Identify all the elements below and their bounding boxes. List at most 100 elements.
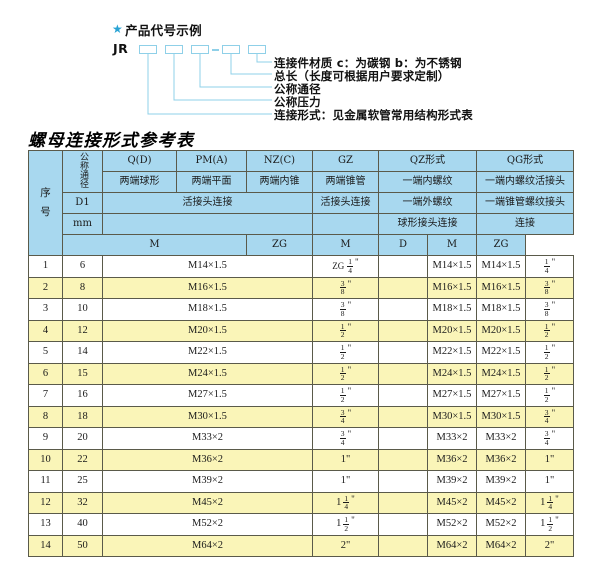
cell-qg-zg: 1 4 " — [525, 255, 574, 278]
cell-qg-m: M16×1.5 — [476, 276, 526, 299]
cell-nominal-diameter: 50 — [62, 534, 103, 557]
cell-qg-m: M20×1.5 — [476, 319, 526, 342]
header-group-code-5: QG形式 — [476, 150, 574, 172]
cell-nominal-diameter: 16 — [62, 384, 103, 407]
cell-gz: 1" — [312, 448, 379, 471]
header-unit-qz-d: D — [378, 234, 428, 256]
cell-nominal-diameter: 14 — [62, 341, 103, 364]
header-seq: 序 号 — [28, 150, 63, 256]
cell-qg-m: M18×1.5 — [476, 298, 526, 321]
cell-gz: 3 4 " — [312, 405, 379, 428]
code-box-1 — [139, 45, 157, 54]
cell-qg-zg: 1" — [525, 470, 574, 493]
page-title: 螺母连接形式参考表 — [28, 131, 195, 151]
code-box-5 — [248, 45, 266, 54]
cell-qg-zg: 1 1 2 " — [525, 513, 574, 536]
cell-qg-zg: 2" — [525, 534, 574, 557]
header-group-desc-2: 两端内锥 — [246, 171, 313, 193]
cell-qz-d: M16×1.5 — [427, 276, 477, 299]
cell-seq: 4 — [28, 319, 63, 342]
annotation-material: 连接件材质 c：为碳钢 b：为不锈钢 — [274, 56, 462, 70]
header-dn-d1: D1 — [62, 192, 103, 214]
cell-seq: 8 — [28, 405, 63, 428]
code-dash-separator — [212, 49, 219, 51]
header-row-descriptions: 两端球形 两端平面 两端内锥 两端锥管 一端内螺纹 一端内螺纹活接头 — [29, 171, 574, 193]
cell-nominal-diameter: 12 — [62, 319, 103, 342]
cell-seq: 10 — [28, 448, 63, 471]
cell-thread-m: M33×2 — [102, 427, 313, 450]
header-ball-3: 连接 — [476, 213, 574, 235]
cell-thread-m: M30×1.5 — [102, 405, 313, 428]
cell-gz: 1 2 " — [312, 384, 379, 407]
header-joint-0: 活接头连接 — [102, 192, 313, 214]
cell-qz-d: M52×2 — [427, 513, 477, 536]
table-row: 6 15 M24×1.5 1 2 " M24×1.5 M24×1.5 1 2 " — [28, 362, 574, 385]
header-joint-1: 活接头连接 — [312, 192, 379, 214]
cell-qz-d: M18×1.5 — [427, 298, 477, 321]
header-group-code-1: PM(A) — [176, 150, 247, 172]
cell-qz-m — [378, 534, 428, 557]
table-header: 序 号 公称通径 Q(D) PM(A) NZ(C) GZ QZ形式 QG形式 两… — [28, 150, 574, 256]
header-row-joint-type: D1 活接头连接 活接头连接 一端外螺纹 一端锥管螺纹接头 — [29, 192, 574, 214]
header-row-codes: 序 号 公称通径 Q(D) PM(A) NZ(C) GZ QZ形式 QG形式 — [28, 150, 574, 256]
cell-seq: 3 — [28, 298, 63, 321]
header-joint-3: 一端锥管螺纹接头 — [476, 192, 574, 214]
cell-qz-m — [378, 448, 428, 471]
cell-qz-m — [378, 384, 428, 407]
cell-nominal-diameter: 40 — [62, 513, 103, 536]
cell-gz: ZG 1 4 " — [312, 255, 379, 278]
annotation-nominal-diameter: 公称通径 — [274, 82, 321, 96]
header-ball-1 — [312, 213, 379, 235]
cell-thread-m: M24×1.5 — [102, 362, 313, 385]
cell-gz: 1 1 2 " — [312, 513, 379, 536]
annotation-total-length: 总长（长度可根据用户要求定制） — [274, 69, 450, 83]
table-row: 8 18 M30×1.5 3 4 " M30×1.5 M30×1.5 3 4 " — [28, 405, 574, 428]
header-group-desc-1: 两端平面 — [176, 171, 247, 193]
header-ball-0 — [102, 213, 313, 235]
cell-thread-m: M14×1.5 — [102, 255, 313, 278]
cell-qz-m — [378, 298, 428, 321]
table-row: 2 8 M16×1.5 3 8 " M16×1.5 M16×1.5 3 8 " — [28, 276, 574, 299]
code-box-3 — [191, 45, 209, 54]
cell-seq: 9 — [28, 427, 63, 450]
table-row: 5 14 M22×1.5 1 2 " M22×1.5 M22×1.5 1 2 " — [28, 341, 574, 364]
cell-qg-zg: 1 2 " — [525, 384, 574, 407]
header-joint-2: 一端外螺纹 — [378, 192, 477, 214]
cell-qg-m: M30×1.5 — [476, 405, 526, 428]
cell-qz-d: M27×1.5 — [427, 384, 477, 407]
cell-qz-d: M33×2 — [427, 427, 477, 450]
header-group-desc-3: 两端锥管 — [312, 171, 379, 193]
cell-seq: 13 — [28, 513, 63, 536]
cell-gz: 1 2 " — [312, 341, 379, 364]
cell-thread-m: M64×2 — [102, 534, 313, 557]
cell-qz-m — [378, 255, 428, 278]
cell-qz-m — [378, 362, 428, 385]
cell-gz: 2" — [312, 534, 379, 557]
cell-seq: 14 — [28, 534, 63, 557]
cell-thread-m: M39×2 — [102, 470, 313, 493]
cell-qz-m — [378, 470, 428, 493]
cell-nominal-diameter: 25 — [62, 470, 103, 493]
cell-qg-m: M22×1.5 — [476, 341, 526, 364]
cell-thread-m: M20×1.5 — [102, 319, 313, 342]
cell-qz-m — [378, 319, 428, 342]
cell-qz-d: M64×2 — [427, 534, 477, 557]
cell-nominal-diameter: 20 — [62, 427, 103, 450]
cell-qz-d: M30×1.5 — [427, 405, 477, 428]
table-row: 10 22 M36×2 1" M36×2 M36×2 1" — [28, 448, 574, 471]
cell-thread-m: M27×1.5 — [102, 384, 313, 407]
cell-qz-m — [378, 491, 428, 514]
cell-thread-m: M45×2 — [102, 491, 313, 514]
cell-qg-m: M36×2 — [476, 448, 526, 471]
cell-gz: 1" — [312, 470, 379, 493]
header-unit-m-group: M — [62, 234, 247, 256]
header-group-desc-0: 两端球形 — [102, 171, 177, 193]
cell-gz: 3 4 " — [312, 427, 379, 450]
header-seq-line1: 序 — [40, 186, 51, 199]
header-unit-gz: ZG — [246, 234, 313, 256]
code-box-4 — [222, 45, 240, 54]
cell-thread-m: M22×1.5 — [102, 341, 313, 364]
table-row: 7 16 M27×1.5 1 2 " M27×1.5 M27×1.5 1 2 " — [28, 384, 574, 407]
cell-seq: 5 — [28, 341, 63, 364]
header-unit-qz-m: M — [312, 234, 379, 256]
